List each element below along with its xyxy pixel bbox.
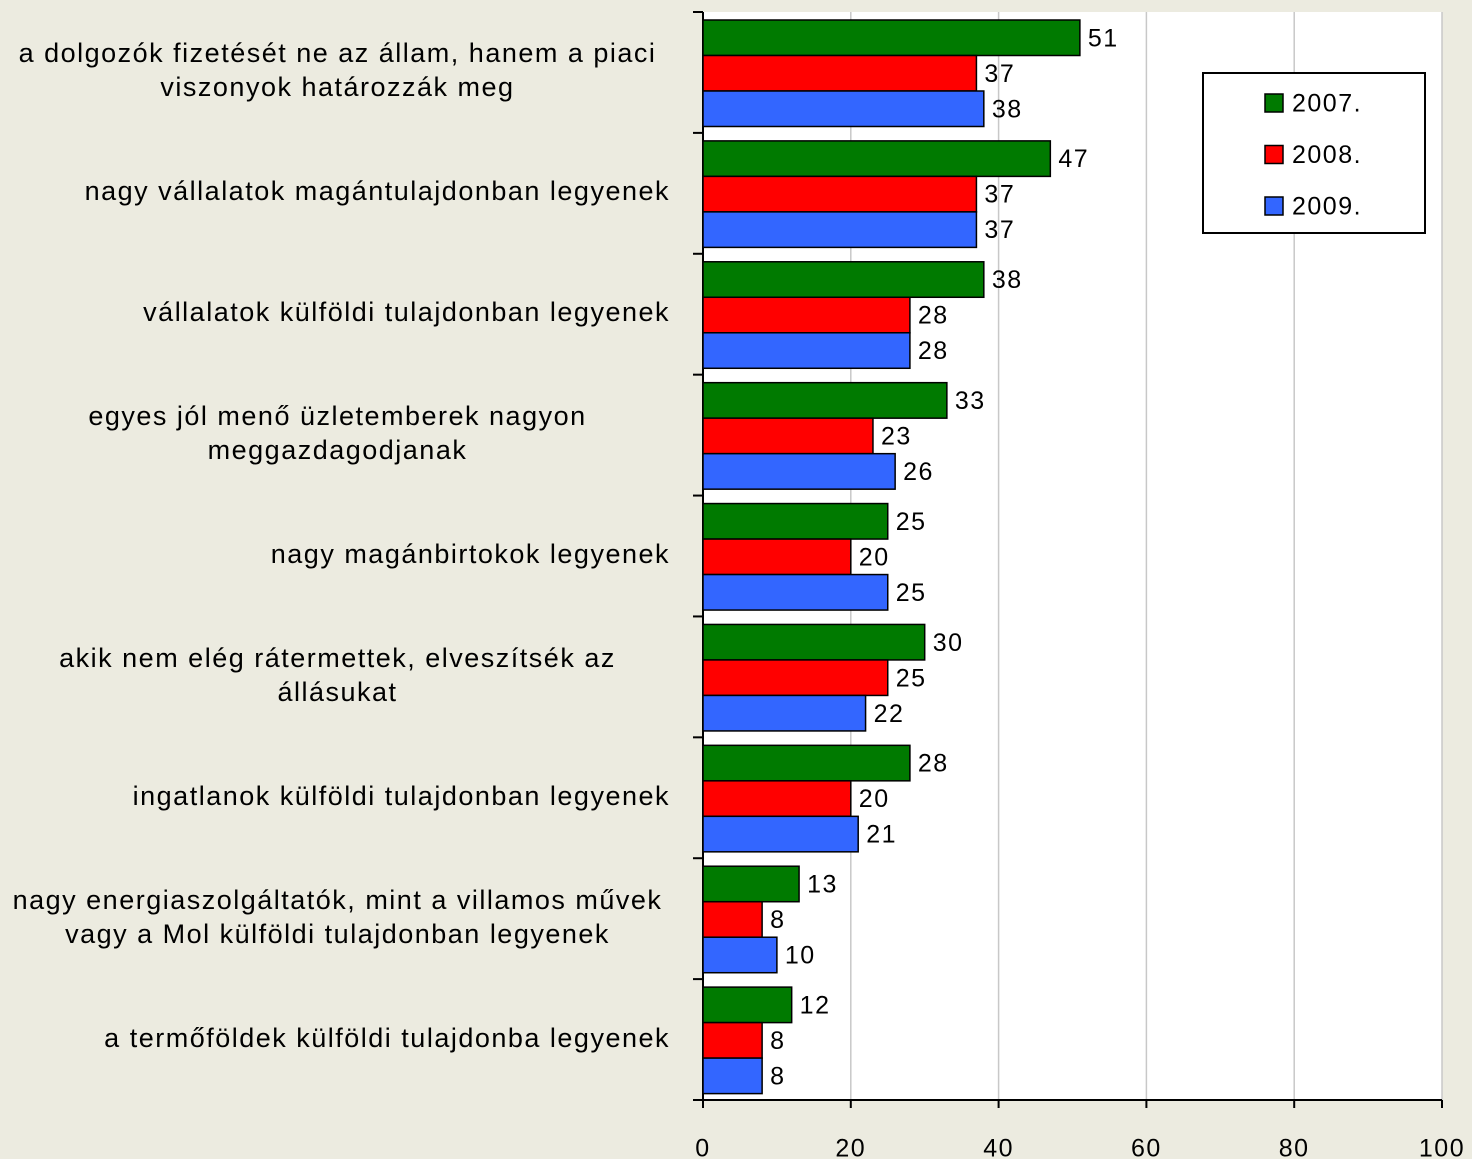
- bar: [702, 381, 948, 419]
- value-label: 28: [918, 302, 949, 330]
- legend-swatch: [1264, 144, 1284, 165]
- value-label: 37: [984, 181, 1015, 209]
- bar: [702, 623, 926, 661]
- value-label: 28: [918, 750, 949, 778]
- legend-label: 2008.: [1292, 141, 1362, 169]
- x-tick-label: 40: [983, 1135, 1014, 1159]
- category-label: egyes jól menő üzletemberek nagyon megga…: [88, 401, 587, 466]
- bar: [702, 1021, 763, 1059]
- bar: [702, 211, 978, 249]
- bar: [702, 744, 911, 782]
- category-label: nagy vállalatok magántulajdonban legyene…: [84, 176, 670, 207]
- bar: [702, 54, 978, 92]
- bar: [702, 452, 896, 490]
- category-label: a termőföldek külföldi tulajdonba legyen…: [104, 1022, 670, 1053]
- x-tick-label: 0: [695, 1135, 710, 1159]
- value-label: 33: [955, 387, 986, 415]
- value-label: 38: [992, 95, 1023, 123]
- category-label: ingatlanok külföldi tulajdonban legyenek: [132, 780, 670, 811]
- value-label: 12: [800, 991, 831, 1019]
- value-label: 38: [992, 266, 1023, 294]
- bar: [702, 659, 889, 697]
- value-label: 25: [896, 664, 927, 692]
- legend-box: [1202, 72, 1426, 234]
- category-label: a dolgozók fizetését ne az állam, hanem …: [18, 38, 657, 103]
- value-label: 21: [866, 821, 897, 849]
- category-label: nagy magánbirtokok legyenek: [270, 539, 670, 569]
- bar: [702, 815, 859, 853]
- bar: [702, 261, 985, 299]
- bar: [702, 573, 889, 611]
- value-label: 25: [896, 508, 927, 536]
- bar: [702, 936, 778, 974]
- value-label: 47: [1058, 145, 1089, 173]
- legend-label: 2009.: [1292, 193, 1362, 221]
- value-label: 37: [984, 60, 1015, 88]
- bar: [702, 417, 874, 455]
- legend-swatch: [1264, 196, 1284, 216]
- bar: [702, 538, 852, 576]
- bar: [702, 865, 800, 903]
- x-tick-label: 20: [835, 1135, 866, 1159]
- x-tick-label: 100: [1419, 1135, 1465, 1159]
- bar: [702, 694, 867, 732]
- value-label: 13: [807, 871, 838, 899]
- x-tick-label: 60: [1131, 1135, 1162, 1159]
- legend-label: 2007.: [1292, 90, 1362, 118]
- value-label: 37: [984, 216, 1015, 244]
- bar: [702, 90, 985, 128]
- bar: [702, 140, 1052, 178]
- value-label: 20: [859, 785, 890, 813]
- value-label: 10: [785, 942, 816, 970]
- value-label: 23: [881, 423, 912, 451]
- x-tick-label: 80: [1279, 1135, 1310, 1159]
- value-label: 25: [896, 579, 927, 607]
- value-label: 20: [859, 543, 890, 571]
- bar: [702, 1057, 763, 1095]
- bar: [702, 986, 793, 1024]
- value-label: 8: [770, 1062, 785, 1090]
- value-label: 26: [903, 458, 934, 486]
- value-label: 28: [918, 337, 949, 365]
- bar: [702, 900, 763, 938]
- category-label: nagy energiaszolgáltatók, mint a villamo…: [12, 884, 663, 949]
- bar: [702, 296, 911, 334]
- value-label: 22: [874, 700, 905, 728]
- legend-swatch: [1264, 93, 1284, 113]
- bar: [702, 19, 1081, 57]
- value-label: 8: [770, 906, 785, 934]
- bar: [702, 502, 889, 540]
- bar: [702, 780, 852, 818]
- category-label: vállalatok külföldi tulajdonban legyenek: [143, 297, 670, 328]
- value-label: 30: [933, 629, 964, 657]
- value-label: 51: [1088, 24, 1119, 52]
- value-label: 8: [770, 1027, 785, 1055]
- bar: [702, 332, 911, 370]
- bar: [702, 175, 978, 213]
- category-label: akik nem elég rátermettek, elveszítsék a…: [59, 642, 616, 707]
